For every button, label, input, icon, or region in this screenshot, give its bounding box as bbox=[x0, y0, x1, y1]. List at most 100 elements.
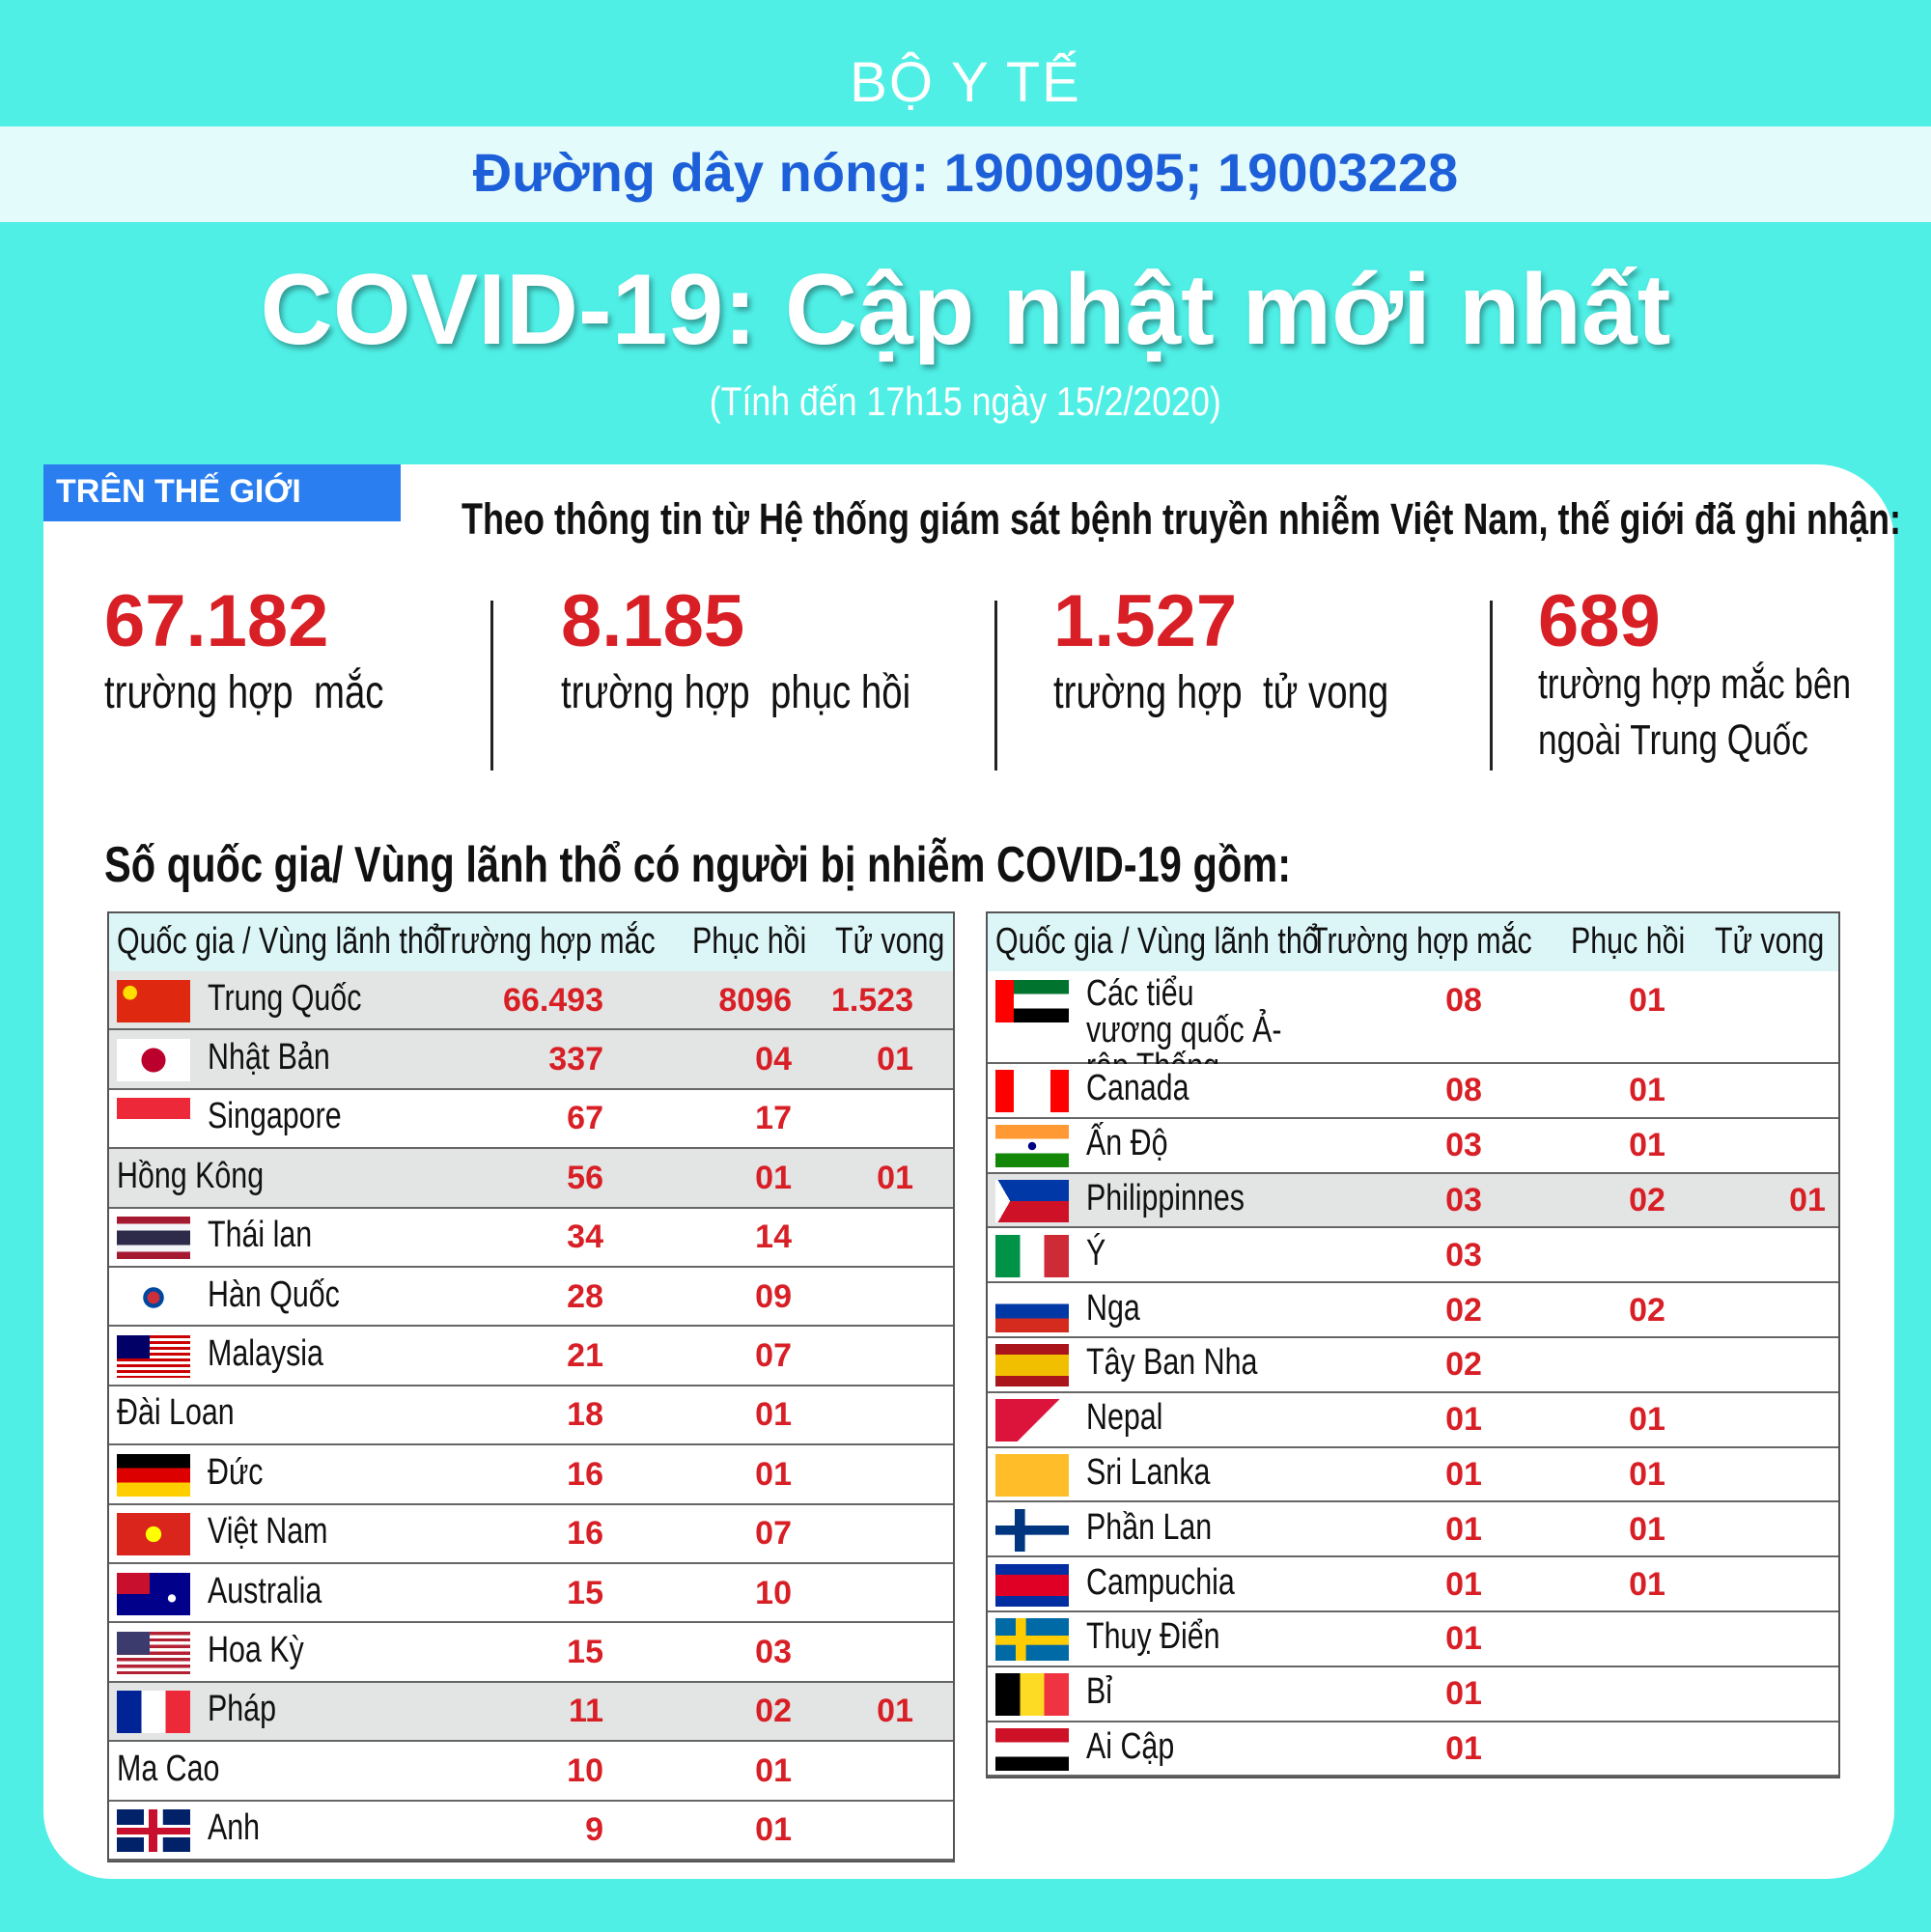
flag-icon bbox=[117, 1275, 190, 1319]
hotline-band bbox=[0, 126, 1931, 222]
cell-number: 04 bbox=[755, 1040, 792, 1078]
flag-icon bbox=[117, 1098, 190, 1141]
table-header: Quốc gia / Vùng lãnh thổ Trường hợp mắc Ph… bbox=[988, 913, 1838, 973]
country-name-text: Hồng Kông bbox=[117, 1155, 265, 1196]
subtitle: (Tính đến 17h15 ngày 15/2/2020) bbox=[0, 378, 1931, 425]
country-name-text: Ấn Độ bbox=[1086, 1123, 1168, 1164]
flag-icon bbox=[117, 1453, 190, 1497]
column-header: Phục hồi bbox=[692, 921, 835, 963]
table-row: Pháp 11 02 01 bbox=[109, 1682, 953, 1743]
country-name: Sri Lanka bbox=[1086, 1452, 1242, 1494]
divider bbox=[994, 601, 997, 770]
country-name: Bỉ bbox=[1086, 1671, 1119, 1713]
stat-label-box: trường hợp mắc bên ngoài Trung Quốc bbox=[1538, 657, 1931, 769]
flag-icon bbox=[117, 1513, 190, 1556]
country-name-text: Australia bbox=[208, 1570, 322, 1611]
country-name-text: Singapore bbox=[208, 1096, 342, 1137]
cell-number: 01 bbox=[755, 1811, 792, 1849]
country-table: Quốc gia / Vùng lãnh thổ Trường hợp mắc Ph… bbox=[107, 911, 955, 1862]
cell-number: 01 bbox=[755, 1455, 792, 1493]
country-name-text: Canada bbox=[1086, 1068, 1189, 1109]
cell-number: 01 bbox=[1629, 1510, 1665, 1548]
cell-number: 9 bbox=[585, 1811, 603, 1849]
country-name: Ý bbox=[1086, 1233, 1110, 1274]
table-row: Ý 03 bbox=[988, 1228, 1838, 1284]
country-name-text: Nepal bbox=[1086, 1397, 1163, 1439]
cell-number: 07 bbox=[755, 1515, 792, 1553]
country-name-text: Đức bbox=[208, 1451, 264, 1493]
cell-number: 01 bbox=[1445, 1565, 1482, 1603]
flag-icon bbox=[117, 1631, 190, 1674]
country-name-text: Sri Lanka bbox=[1086, 1451, 1211, 1493]
country-name: Nga bbox=[1086, 1288, 1154, 1330]
table-row: Ma Cao 10 01 bbox=[109, 1742, 953, 1802]
country-name: Ma Cao bbox=[117, 1749, 245, 1790]
column-header-text: Quốc gia / Vùng lãnh thổ bbox=[117, 921, 440, 962]
country-name-text: Campuchia bbox=[1086, 1561, 1235, 1603]
cell-number: 02 bbox=[1445, 1291, 1482, 1329]
column-header-text: Phục hồi bbox=[692, 921, 807, 962]
cell-number: 66.493 bbox=[503, 981, 603, 1019]
cell-number: 01 bbox=[877, 1040, 913, 1078]
column-header: Tử vong bbox=[1715, 921, 1852, 963]
cell-number: 01 bbox=[1629, 1072, 1665, 1109]
cell-number: 01 bbox=[1445, 1510, 1482, 1548]
country-name: Hồng Kông bbox=[117, 1156, 300, 1197]
cell-number: 02 bbox=[1629, 1181, 1665, 1218]
cell-number: 1.523 bbox=[830, 981, 913, 1019]
table-row: Thái lan 34 14 bbox=[109, 1208, 953, 1268]
cell-number: 01 bbox=[1629, 1127, 1665, 1164]
cell-number: 15 bbox=[567, 1574, 603, 1611]
column-header: Quốc gia / Vùng lãnh thổ bbox=[117, 921, 520, 963]
column-header-text: Tử vong bbox=[1715, 921, 1825, 962]
table-row: Hoa Kỳ 15 03 bbox=[109, 1623, 953, 1683]
flag-icon bbox=[995, 1727, 1069, 1771]
flag-icon bbox=[995, 1563, 1069, 1607]
countries-heading: Số quốc gia/ Vùng lãnh thổ có người bị n… bbox=[104, 836, 1587, 894]
country-name-text: Ma Cao bbox=[117, 1748, 220, 1789]
table-row: Canada 08 01 bbox=[988, 1064, 1838, 1119]
country-name: Campuchia bbox=[1086, 1562, 1272, 1604]
cell-number: 01 bbox=[755, 1751, 792, 1789]
table-row: Tây Ban Nha 02 bbox=[988, 1338, 1838, 1393]
org-name: BỘ Y TẾ bbox=[850, 51, 1081, 114]
stat-label-box: trường hợp mắc bbox=[104, 666, 454, 719]
country-name: Đức bbox=[208, 1452, 277, 1494]
country-name: Philippinnes bbox=[1086, 1178, 1284, 1219]
table-row: Campuchia 01 01 bbox=[988, 1557, 1838, 1612]
flag-icon bbox=[995, 1673, 1069, 1717]
divider bbox=[1490, 601, 1493, 770]
cell-number: 01 bbox=[1629, 1455, 1665, 1493]
country-name: Canada bbox=[1086, 1068, 1215, 1109]
flag-icon bbox=[117, 1572, 190, 1615]
country-name: Nhật Bản bbox=[208, 1037, 360, 1078]
country-name-text: Philippinnes bbox=[1086, 1177, 1245, 1218]
stat-label-box: trường hợp phục hồi bbox=[561, 666, 998, 719]
table-row: Trung Quốc 66.493 8096 1.523 bbox=[109, 971, 953, 1031]
country-name: Nepal bbox=[1086, 1397, 1182, 1439]
country-name: Hoa Kỳ bbox=[208, 1630, 328, 1671]
flag-icon bbox=[995, 1125, 1069, 1168]
table-row: Hồng Kông 56 01 01 bbox=[109, 1149, 953, 1209]
table-row: Australia 15 10 bbox=[109, 1564, 953, 1624]
cell-number: 01 bbox=[877, 1159, 913, 1196]
cell-number: 08 bbox=[1445, 1072, 1482, 1109]
cell-number: 10 bbox=[567, 1751, 603, 1789]
intro-text: Theo thông tin từ Hệ thống giám sát bệnh… bbox=[462, 494, 1902, 544]
section-tag bbox=[43, 464, 401, 521]
cell-number: 01 bbox=[1629, 1565, 1665, 1603]
hotline: Đường dây nóng: 19009095; 19003228 bbox=[472, 142, 1459, 203]
table-row: Nga 02 02 bbox=[988, 1283, 1838, 1338]
country-name-text: Pháp bbox=[208, 1689, 276, 1730]
cell-number: 34 bbox=[567, 1218, 603, 1256]
column-header-text: Quốc gia / Vùng lãnh thổ bbox=[995, 921, 1319, 962]
table-row: Thuỵ Điển 01 bbox=[988, 1612, 1838, 1667]
cell-number: 56 bbox=[567, 1159, 603, 1196]
stat-value: 689 bbox=[1538, 580, 1661, 662]
country-name-text: Hàn Quốc bbox=[208, 1274, 340, 1315]
country-name: Australia bbox=[208, 1571, 350, 1612]
country-name-text: Đài Loan bbox=[117, 1392, 235, 1434]
country-name-text: Nhật Bản bbox=[208, 1037, 330, 1078]
cell-number: 337 bbox=[548, 1040, 603, 1078]
table-row: Sri Lanka 01 01 bbox=[988, 1447, 1838, 1503]
